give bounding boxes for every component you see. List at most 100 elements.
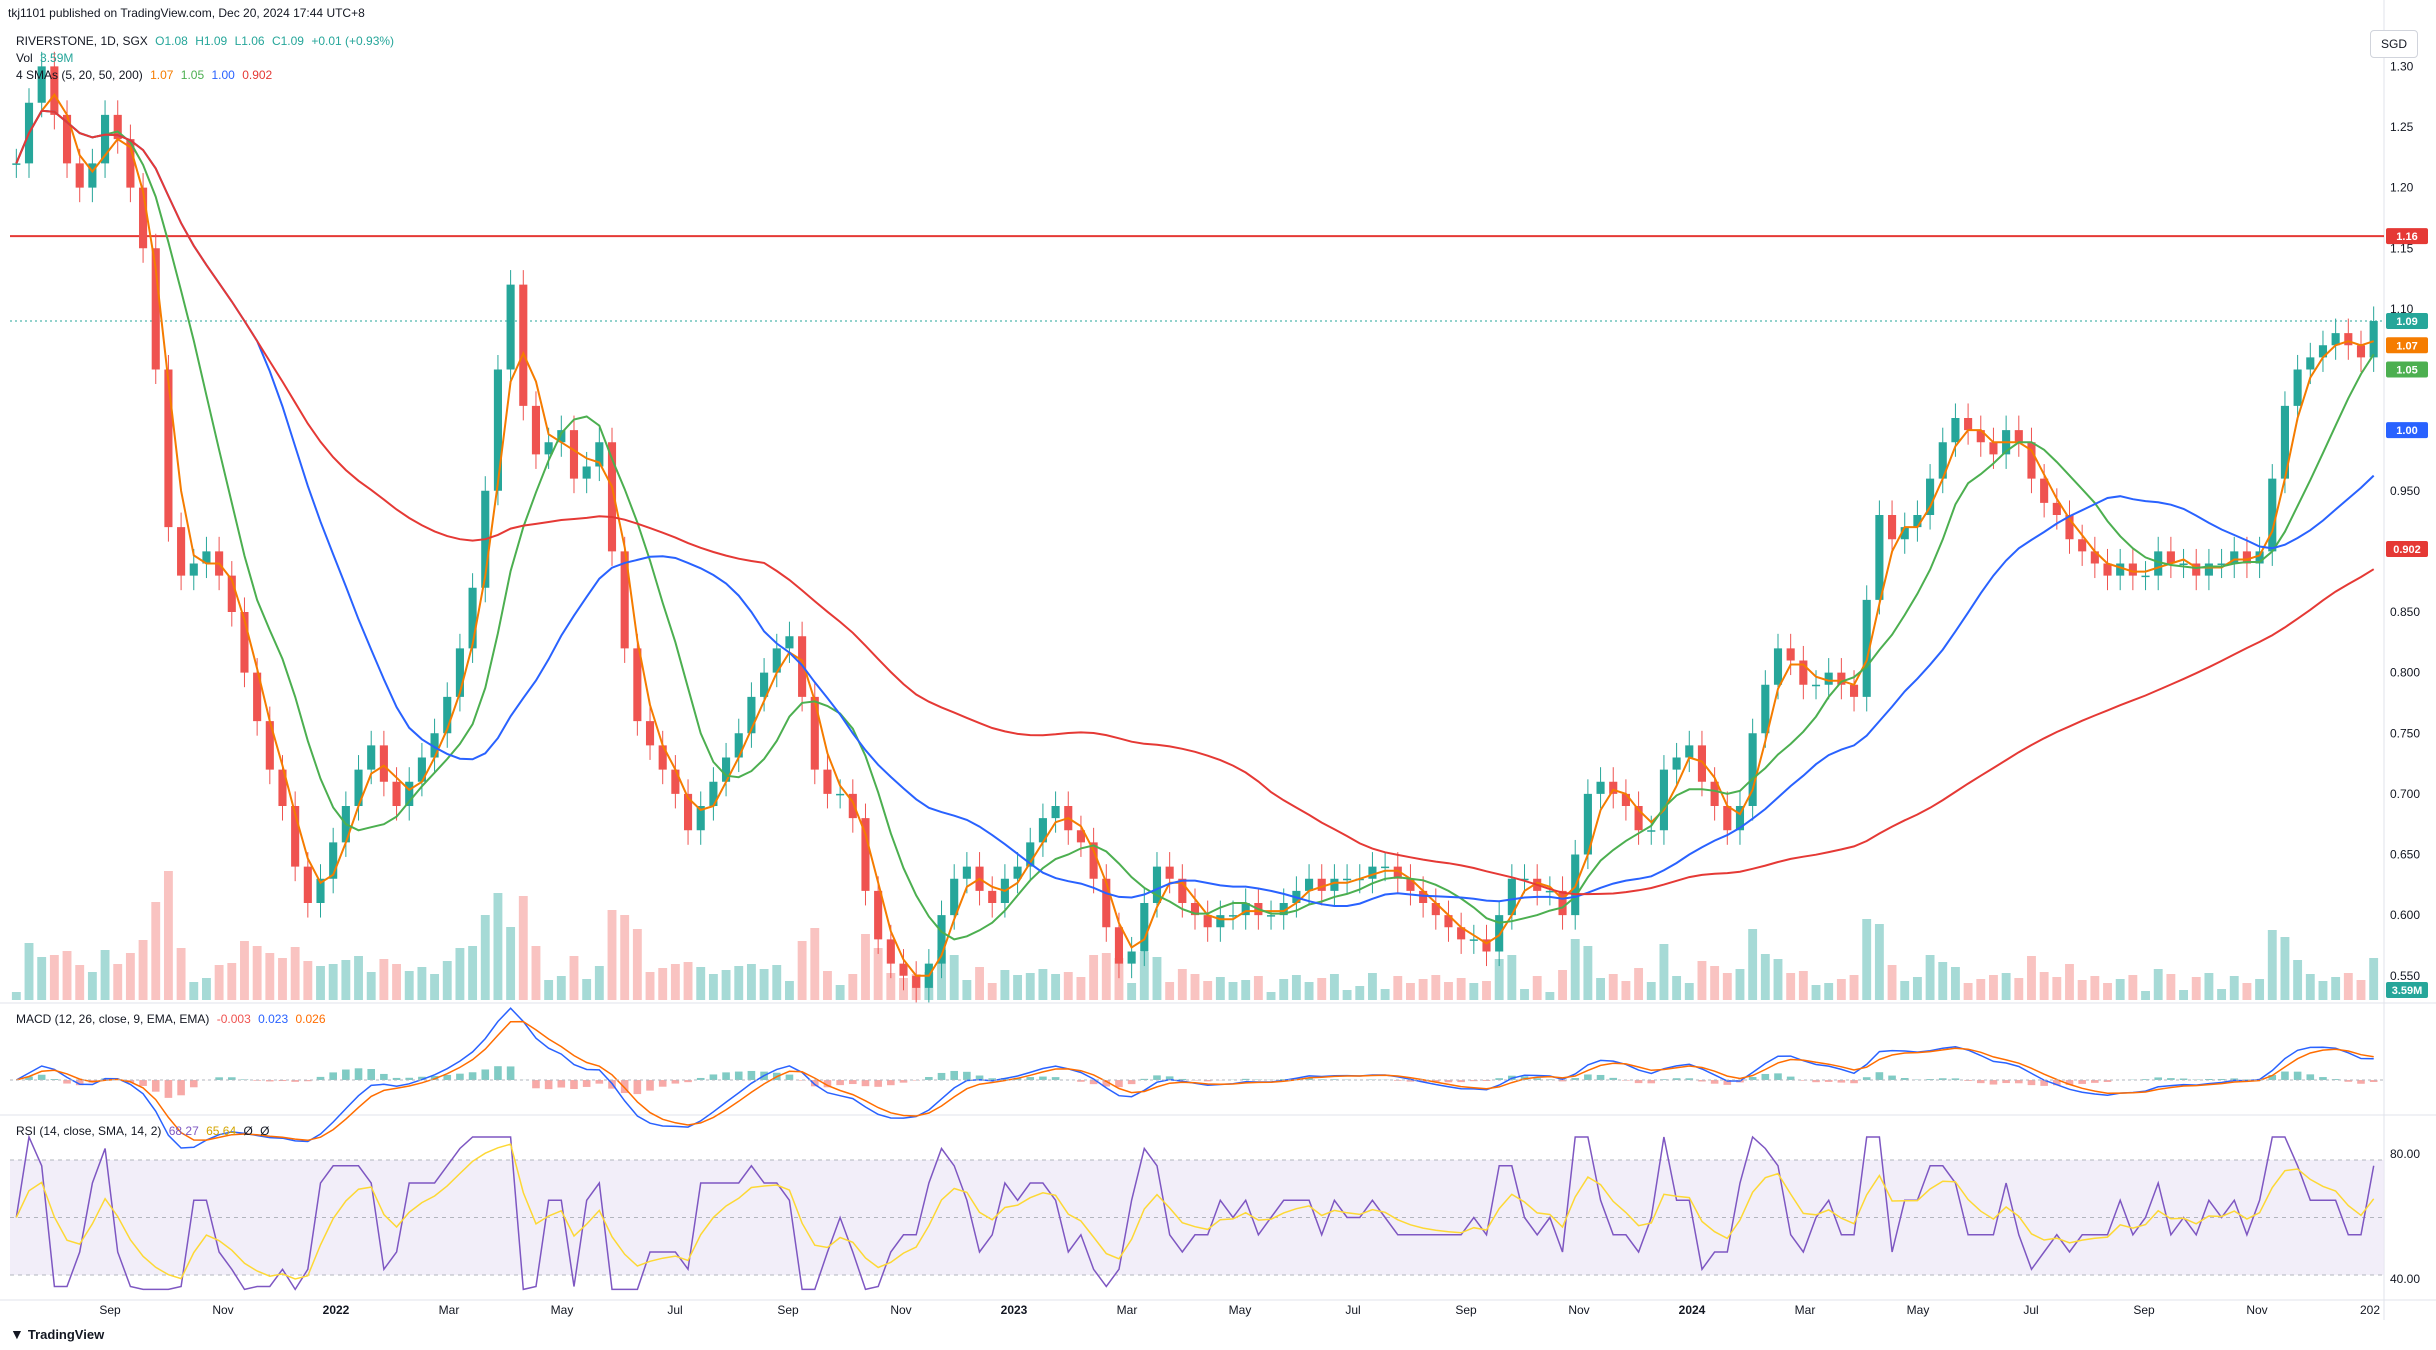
- macd-histogram-bar: [1039, 1076, 1047, 1080]
- volume-bar: [2179, 990, 2188, 1000]
- rsi-label[interactable]: RSI (14, close, SMA, 14, 2): [16, 1124, 162, 1138]
- price-tick-label: 1.30: [2390, 59, 2414, 73]
- volume-bar: [1291, 975, 1301, 1000]
- candle-body: [1051, 806, 1060, 819]
- macd-histogram-bar: [646, 1080, 654, 1091]
- candle-body: [2040, 478, 2049, 503]
- volume-bar: [734, 966, 744, 1000]
- volume-bar: [227, 963, 237, 1000]
- macd-histogram-bar: [1406, 1080, 1415, 1082]
- macd-histogram-bar: [696, 1077, 705, 1080]
- volume-bar: [442, 961, 452, 1000]
- volume-bar: [2267, 930, 2277, 1000]
- macd-histogram-bar: [861, 1080, 870, 1087]
- macd-histogram-bar: [291, 1080, 299, 1082]
- macd-histogram-bar: [709, 1074, 718, 1080]
- candle-body: [1976, 430, 1985, 443]
- macd-histogram-bar: [582, 1080, 591, 1087]
- tradingview-logo[interactable]: ▼ TradingView: [10, 1326, 104, 1342]
- volume-bar: [1038, 969, 1048, 1000]
- macd-histogram-bar: [164, 1080, 173, 1098]
- candle-body: [988, 890, 997, 903]
- volume-bar: [354, 956, 363, 1000]
- candle-body: [2179, 563, 2188, 565]
- currency-button[interactable]: SGD: [2370, 30, 2418, 58]
- time-axis-label: Sep: [2133, 1303, 2155, 1317]
- volume-bar: [1836, 979, 1846, 1000]
- volume-bar: [493, 893, 503, 1000]
- macd-histogram-bar: [405, 1077, 414, 1080]
- volume-bar: [24, 943, 34, 1000]
- macd-histogram-bar: [823, 1080, 832, 1088]
- volume-bar: [1887, 965, 1897, 1000]
- macd-histogram-bar: [1875, 1072, 1884, 1080]
- symbol-label[interactable]: RIVERSTONE, 1D, SGX: [16, 34, 148, 48]
- macd-histogram-bar: [1761, 1073, 1770, 1080]
- candle-body: [2204, 563, 2213, 576]
- candle-body: [874, 890, 883, 940]
- price-tick-label: 1.25: [2390, 120, 2414, 134]
- candle-body: [354, 769, 363, 806]
- macd-histogram-bar: [1748, 1076, 1757, 1080]
- macd-histogram-bar: [456, 1073, 464, 1080]
- volume-bar: [1659, 944, 1669, 1000]
- macd-histogram-bar: [2014, 1080, 2023, 1084]
- candle-body: [709, 781, 718, 806]
- volume-bar: [1760, 954, 1770, 1000]
- volume-bar: [455, 948, 465, 1000]
- candle-body: [1672, 757, 1681, 770]
- volume-bar: [100, 950, 110, 1000]
- candle-body: [2268, 478, 2277, 552]
- price-axis-badge-label: 1.07: [2396, 340, 2417, 352]
- macd-histogram-bar: [1989, 1080, 1998, 1085]
- price-tick-label: 0.800: [2390, 666, 2420, 680]
- macd-histogram-bar: [1558, 1080, 1567, 1082]
- volume-bar: [2039, 972, 2049, 1000]
- volume-bar: [1786, 973, 1796, 1000]
- candle-body: [1951, 418, 1960, 443]
- volume-bar: [1862, 919, 1872, 1000]
- candle-body: [2293, 369, 2302, 406]
- candle-body: [1849, 684, 1859, 697]
- candle-body: [1710, 781, 1719, 806]
- candle-body: [519, 284, 528, 406]
- macd-histogram-bar: [227, 1077, 236, 1080]
- candle-body: [1685, 745, 1694, 758]
- candle-body: [1469, 939, 1478, 941]
- macd-histogram-bar: [1165, 1076, 1174, 1080]
- candle-body: [291, 806, 300, 867]
- volume-bar: [1976, 979, 1986, 1000]
- volume-label[interactable]: Vol: [16, 51, 33, 65]
- candle-body: [2306, 357, 2315, 370]
- sma5-value: 1.07: [150, 68, 174, 82]
- candle-body: [1989, 442, 1998, 455]
- macd-histogram-bar: [633, 1080, 642, 1095]
- macd-histogram-bar: [2167, 1078, 2175, 1080]
- price-axis-badge: [2386, 228, 2428, 245]
- macd-histogram-bar: [1812, 1080, 1820, 1083]
- macd-label[interactable]: MACD (12, 26, close, 9, EMA, EMA): [16, 1012, 210, 1026]
- time-axis-label: Mar: [1795, 1303, 1816, 1317]
- candle-body: [2331, 333, 2340, 346]
- price-tick-label: 0.600: [2390, 908, 2420, 922]
- macd-histogram-bar: [189, 1080, 198, 1088]
- candle-body: [278, 769, 287, 806]
- rsi-legend: RSI (14, close, SMA, 14, 2) 68.27 65.64 …: [16, 1124, 274, 1138]
- macd-histogram-bar: [620, 1080, 629, 1094]
- candle-body: [1888, 515, 1897, 540]
- sma-label[interactable]: 4 SMAs (5, 20, 50, 200): [16, 68, 143, 82]
- volume-bar: [1938, 962, 1948, 1000]
- candle-body: [1089, 842, 1098, 879]
- macd-histogram-bar: [925, 1077, 933, 1080]
- volume-bar: [873, 948, 883, 1000]
- volume-bar: [2293, 960, 2303, 1000]
- volume-bar: [1418, 979, 1428, 1000]
- macd-histogram-bar: [430, 1075, 439, 1080]
- candle-body: [1875, 515, 1884, 600]
- candle-body: [189, 563, 198, 576]
- candle-body: [468, 587, 477, 649]
- tv-logo-icon: ▼: [10, 1326, 24, 1342]
- volume-bar: [975, 967, 984, 1000]
- candle-body: [329, 842, 338, 879]
